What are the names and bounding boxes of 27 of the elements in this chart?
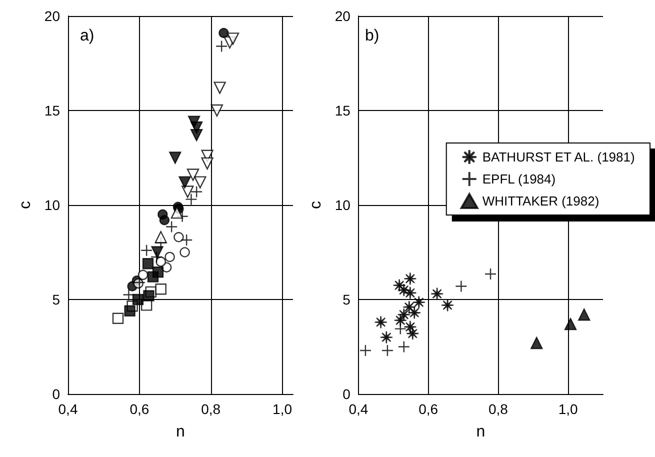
legend-label: BATHURST ET AL. (1981) bbox=[482, 150, 635, 164]
x-tick-label: 0,4 bbox=[348, 401, 368, 417]
x-tick-label: 1,0 bbox=[272, 401, 292, 417]
annotation: a) bbox=[80, 28, 94, 44]
y-tick-label: 10 bbox=[334, 197, 351, 213]
y-axis-title: c bbox=[308, 201, 324, 209]
legend-label: EPFL (1984) bbox=[482, 172, 556, 186]
x-tick-label: 1,0 bbox=[558, 401, 578, 417]
x-tick-label: 0,8 bbox=[488, 401, 508, 417]
y-tick-label: 15 bbox=[334, 102, 351, 118]
y-tick-label: 5 bbox=[342, 292, 351, 308]
y-tick-label: 10 bbox=[44, 197, 60, 213]
y-tick-label: 0 bbox=[342, 386, 351, 402]
y-tick-label: 15 bbox=[44, 102, 60, 118]
x-tick-label: 0,6 bbox=[130, 401, 150, 417]
x-tick-label: 0,6 bbox=[418, 401, 438, 417]
legend-label: WHITTAKER (1982) bbox=[482, 194, 600, 208]
y-tick-label: 0 bbox=[52, 386, 60, 402]
annotation: b) bbox=[365, 28, 380, 44]
y-tick-label: 20 bbox=[334, 8, 351, 24]
x-tick-label: 0,8 bbox=[201, 401, 221, 417]
y-tick-label: 20 bbox=[44, 8, 60, 24]
x-axis-title: n bbox=[176, 424, 185, 440]
x-axis-title: n bbox=[476, 424, 486, 440]
y-axis-title: c bbox=[17, 201, 34, 209]
x-tick-label: 0,4 bbox=[58, 401, 78, 417]
y-tick-label: 5 bbox=[52, 292, 60, 308]
